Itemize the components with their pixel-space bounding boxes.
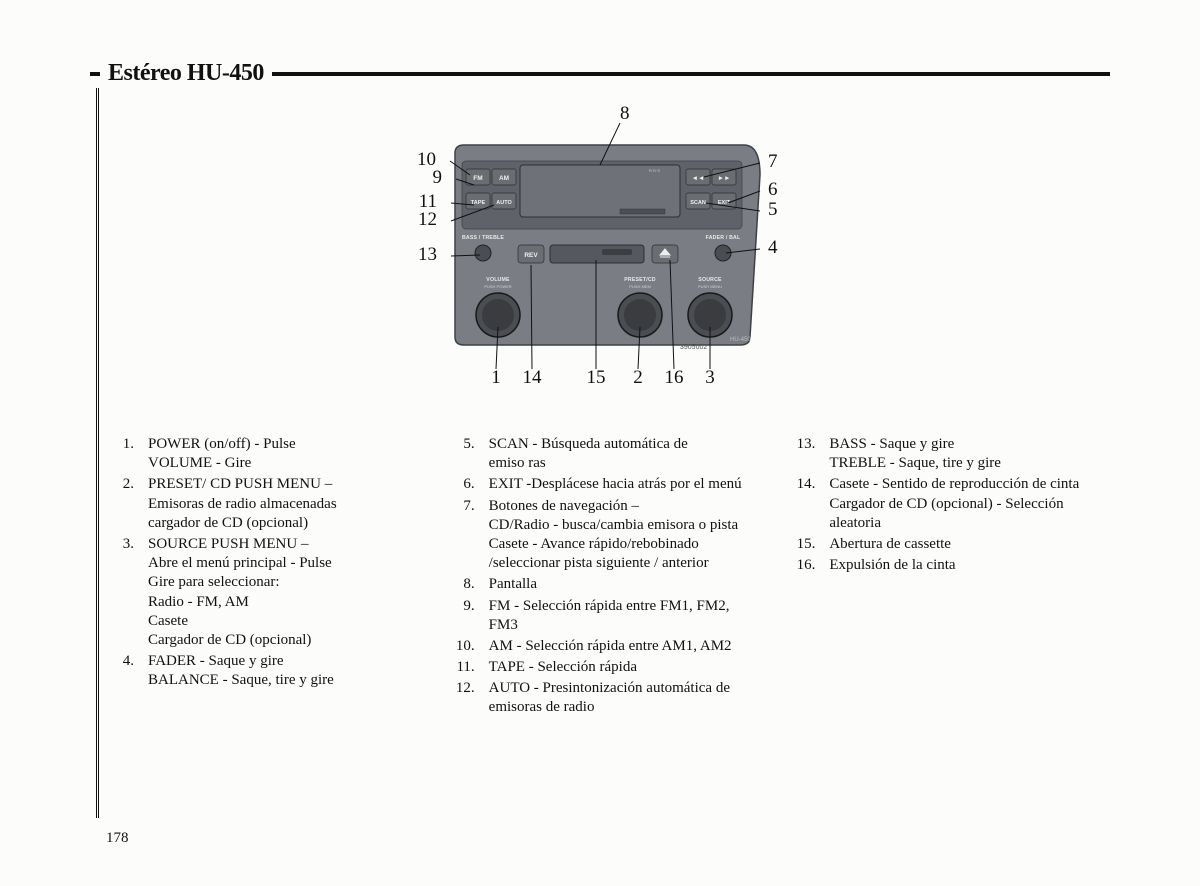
legend-item: 12. AUTO - Presintonización automática de… [451, 679, 770, 717]
am-label: AM [499, 175, 509, 182]
callout-number: 2 [633, 367, 643, 388]
legend-text: AM - Selección rápida entre AM1, AM2 [489, 637, 770, 656]
legend-text: POWER (on/off) - PulseVOLUME - Gire [148, 435, 429, 473]
legend-item: 10. AM - Selección rápida entre AM1, AM2 [451, 637, 770, 656]
legend-num: 6. [451, 475, 475, 494]
rds-label: R·D·S [649, 168, 660, 173]
auto-label: AUTO [496, 200, 512, 206]
bass-treble-label: BASS / TREBLE [462, 235, 504, 241]
legend-num: 13. [791, 435, 815, 473]
legend-item: 3.SOURCE PUSH MENU –Abre el menú princip… [110, 535, 429, 650]
callout-number: 14 [523, 367, 543, 388]
callout-number: 9 [433, 167, 443, 188]
callout-number: 3 [705, 367, 715, 388]
callout-number: 4 [768, 237, 778, 258]
legend-num: 3. [110, 535, 134, 650]
bass-treble-knob[interactable] [475, 245, 491, 261]
next-label: ►► [718, 175, 731, 182]
stereo-svg: R·D·S FM AM TAPE AUTO ◄◄ ►► SCAN EXIT BA… [370, 105, 830, 405]
legend-text: SOURCE PUSH MENU –Abre el menú principal… [148, 535, 429, 650]
legend-num: 14. [791, 475, 815, 533]
preset-sub: PUSH MEM [629, 284, 651, 289]
callout-number: 1 [491, 367, 501, 388]
source-sub: PUSH MENU [698, 284, 722, 289]
legend-item: 4. FADER - Saque y gireBALANCE - Saque, t… [110, 652, 429, 690]
preset-label: PRESET/CD [624, 277, 656, 283]
legend-num: 16. [791, 556, 815, 575]
title-rule-right [272, 72, 1110, 76]
legend-num: 9. [451, 597, 475, 635]
page: Estéreo HU-450 R·D·S FM AM TAPE AUTO ◄◄ [90, 60, 1110, 720]
legend-text: EXIT -Desplácese hacia atrás por el menú [489, 475, 770, 494]
legend-item: 2.PRESET/ CD PUSH MENU –Emisoras de radi… [110, 475, 429, 533]
legend-col-2: 5. SCAN - Búsqueda automática deemiso ras… [451, 435, 770, 720]
callout-number: 12 [418, 209, 437, 230]
legend-num: 1. [110, 435, 134, 473]
legend-item: 8. Pantalla [451, 575, 770, 594]
callout-number: 15 [587, 367, 606, 388]
callout-number: 13 [418, 244, 437, 265]
legend-num: 10. [451, 637, 475, 656]
legend-num: 12. [451, 679, 475, 717]
legend-text: TAPE - Selección rápida [489, 658, 770, 677]
legend-col-3: 13. BASS - Saque y gireTREBLE - Saque, ti… [791, 435, 1110, 720]
volume-label: VOLUME [486, 277, 510, 283]
legend-num: 8. [451, 575, 475, 594]
legend-item: 1. POWER (on/off) - PulseVOLUME - Gire [110, 435, 429, 473]
legend-item: 13. BASS - Saque y gireTREBLE - Saque, ti… [791, 435, 1110, 473]
callout-number: 8 [620, 105, 630, 124]
callout-number: 16 [665, 367, 684, 388]
legend-num: 4. [110, 652, 134, 690]
legend-text: Abertura de cassette [829, 535, 1110, 554]
code-label: 3905002 [680, 344, 707, 351]
legend-num: 2. [110, 475, 134, 533]
title-row: Estéreo HU-450 [90, 60, 1110, 87]
legend-item: 9. FM - Selección rápida entre FM1, FM2,F… [451, 597, 770, 635]
legend-item: 11. TAPE - Selección rápida [451, 658, 770, 677]
source-knob-inner [694, 299, 726, 331]
legend-item: 7.Botones de navegación –CD/Radio - busc… [451, 497, 770, 574]
legend-item: 5. SCAN - Búsqueda automática deemiso ras [451, 435, 770, 473]
model-label: HU-450 [730, 337, 751, 343]
prev-label: ◄◄ [692, 175, 705, 182]
page-title: Estéreo HU-450 [108, 60, 264, 87]
legend-text: BASS - Saque y gireTREBLE - Saque, tire … [829, 435, 1110, 473]
legend-text: Casete - Sentido de reproducción de cint… [829, 475, 1110, 533]
legend-item: 15. Abertura de cassette [791, 535, 1110, 554]
callout-number: 6 [768, 179, 778, 200]
title-rule-left [90, 72, 100, 76]
callout-number: 5 [768, 199, 778, 220]
callout-number: 7 [768, 151, 778, 172]
scan-label: SCAN [690, 200, 706, 206]
source-label: SOURCE [698, 277, 722, 283]
fm-label: FM [473, 175, 482, 182]
preset-knob-inner [624, 299, 656, 331]
legend-text: FM - Selección rápida entre FM1, FM2,FM3 [489, 597, 770, 635]
legend-text: AUTO - Presintonización automática deemi… [489, 679, 770, 717]
legend-num: 7. [451, 497, 475, 574]
legend-item: 16. Expulsión de la cinta [791, 556, 1110, 575]
legend-item: 14. Casete - Sentido de reproducción de c… [791, 475, 1110, 533]
legend-text: PRESET/ CD PUSH MENU –Emisoras de radio … [148, 475, 429, 533]
page-number: 178 [106, 830, 129, 847]
legend-text: Expulsión de la cinta [829, 556, 1110, 575]
legend-text: Pantalla [489, 575, 770, 594]
legend-text: FADER - Saque y gireBALANCE - Saque, tir… [148, 652, 429, 690]
legend-item: 6. EXIT -Desplácese hacia atrás por el me… [451, 475, 770, 494]
legend-num: 5. [451, 435, 475, 473]
dolby-badge [620, 209, 665, 214]
legend-num: 11. [451, 658, 475, 677]
legend-text: SCAN - Búsqueda automática deemiso ras [489, 435, 770, 473]
legend-num: 15. [791, 535, 815, 554]
cassette-slot-opening [602, 249, 632, 255]
stereo-diagram: R·D·S FM AM TAPE AUTO ◄◄ ►► SCAN EXIT BA… [370, 105, 830, 405]
legend-text: Botones de navegación –CD/Radio - busca/… [489, 497, 770, 574]
legend-col-1: 1.POWER (on/off) - PulseVOLUME - Gire2.P… [110, 435, 429, 720]
rev-label: REV [524, 252, 538, 259]
volume-knob-inner [482, 299, 514, 331]
fader-bal-label: FADER / BAL [706, 235, 741, 241]
legend-columns: 1.POWER (on/off) - PulseVOLUME - Gire2.P… [110, 435, 1110, 720]
volume-sub: PUSH POWER [484, 284, 511, 289]
